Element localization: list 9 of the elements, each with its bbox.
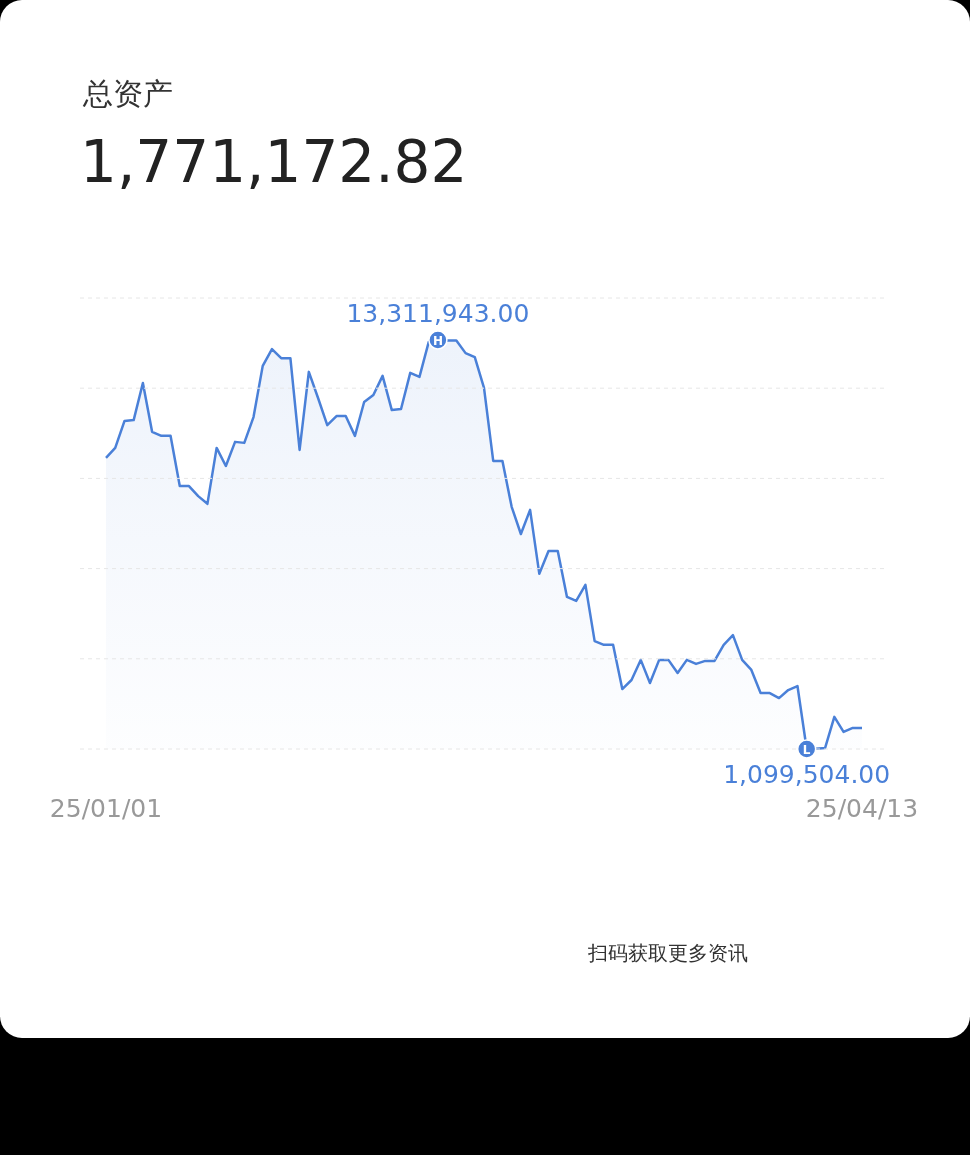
text: 扫码获取更多资讯 [588, 940, 748, 967]
annotation: L [802, 743, 811, 757]
data-label: 13,311,943.00 [346, 299, 530, 328]
chart-subtitle: 1,771,172.82 [80, 128, 468, 196]
chart-title: 总资产 [83, 75, 173, 113]
annotation: H [432, 334, 443, 348]
x-tick-label: 25/04/13 [805, 794, 919, 823]
data-label: 1,099,504.00 [723, 760, 891, 789]
x-tick-label: 25/01/01 [49, 794, 163, 823]
